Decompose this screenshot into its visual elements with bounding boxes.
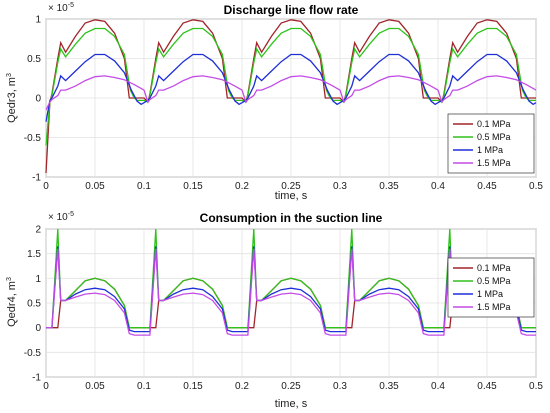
x-tick-label: 0.3 [333, 381, 347, 392]
x-tick-label: 0.1 [137, 381, 151, 392]
y-tick-label: -1 [32, 373, 41, 384]
x-tick-label: 0.25 [281, 381, 301, 392]
y-tick-label: -0.5 [24, 133, 42, 144]
x-tick-label: 0.05 [85, 381, 105, 392]
legend-label: 1.5 MPa [477, 302, 511, 312]
series-line-3 [45, 75, 537, 111]
x-tick-label: 0 [43, 381, 49, 392]
suction-chart: 0 0.05 0.1 0.15 0.2 0.25 0.3 0.35 0.4 0.45 0.5 2 1.5… [6, 211, 543, 410]
x-tick-label: 0.25 [281, 181, 301, 192]
y-tick-label: 0 [35, 94, 41, 105]
discharge-ticks: 0 0.05 0.1 0.15 0.2 0.25 0.3 0.35 0.4 0.45 0.5 1 0.5… [24, 15, 544, 193]
y-tick-label: 1 [35, 15, 41, 26]
y-tick-label: 2 [35, 225, 41, 236]
series-line-1 [45, 27, 536, 146]
suction-ylabel: Qedr4, m3 [6, 277, 18, 327]
y-tick-label: 0.5 [27, 299, 41, 310]
suction-series [46, 228, 536, 336]
legend-label: 0.5 MPa [477, 132, 511, 142]
y-tick-label: -1 [32, 173, 41, 184]
y-tick-label: -0.5 [24, 348, 42, 359]
suction-ticks: 0 0.05 0.1 0.15 0.2 0.25 0.3 0.35 0.4 0.45 0.5 2 1.5… [24, 225, 544, 393]
discharge-grid [45, 18, 537, 178]
discharge-legend: 0.1 MPa 0.5 MPa 1 MPa 1.5 MPa [447, 113, 535, 174]
x-tick-label: 0.05 [85, 181, 105, 192]
legend-label: 1 MPa [477, 145, 503, 155]
x-tick-label: 0.4 [431, 181, 445, 192]
x-tick-label: 0.3 [333, 181, 347, 192]
series-line-2 [45, 53, 537, 122]
suction-xlabel: time, s [275, 398, 308, 410]
legend-label: 0.1 MPa [477, 263, 511, 273]
y-tick-label: 0 [35, 323, 41, 334]
x-tick-label: 0.35 [379, 181, 399, 192]
y-tick-label: 1 [35, 274, 41, 285]
legend-label: 1 MPa [477, 289, 503, 299]
discharge-ylabel: Qedr3, m3 [6, 73, 18, 123]
x-tick-label: 0.2 [235, 381, 249, 392]
discharge-series [45, 19, 537, 174]
x-tick-label: 0.5 [529, 381, 543, 392]
legend-label: 0.5 MPa [477, 276, 511, 286]
discharge-exponent: × 10-5 [48, 2, 74, 14]
suction-legend: 0.1 MPa 0.5 MPa 1 MPa 1.5 MPa [447, 257, 535, 318]
discharge-xlabel: time, s [275, 190, 308, 202]
discharge-title: Discharge line flow rate [224, 3, 359, 17]
x-tick-label: 0.15 [183, 381, 203, 392]
series-line-3 [46, 248, 536, 336]
x-tick-label: 0.15 [183, 181, 203, 192]
x-tick-label: 0.1 [137, 181, 151, 192]
discharge-chart: 0 0.05 0.1 0.15 0.2 0.25 0.3 0.35 0.4 0.45 0.5 1 0.5… [6, 2, 543, 202]
y-tick-label: 1.5 [27, 249, 41, 260]
x-tick-label: 0 [43, 181, 49, 192]
x-tick-label: 0.45 [477, 181, 497, 192]
suction-title: Consumption in the suction line [200, 211, 383, 225]
suction-exponent: × 10-5 [48, 211, 74, 223]
legend-label: 1.5 MPa [477, 158, 511, 168]
x-tick-label: 0.2 [235, 181, 249, 192]
legend-label: 0.1 MPa [477, 119, 511, 129]
x-tick-label: 0.4 [431, 381, 445, 392]
x-tick-label: 0.35 [379, 381, 399, 392]
y-tick-label: 0.5 [27, 54, 41, 65]
x-tick-label: 0.45 [477, 381, 497, 392]
x-tick-label: 0.5 [529, 181, 543, 192]
